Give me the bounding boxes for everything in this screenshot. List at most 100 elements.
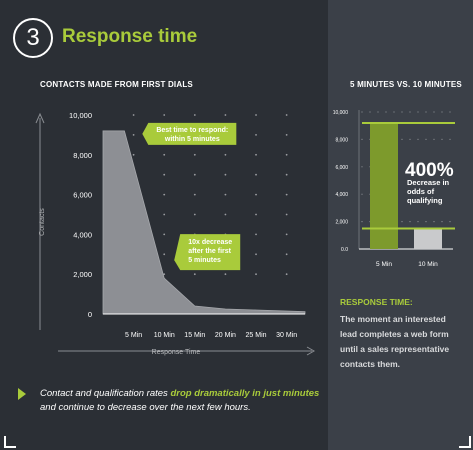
grid-dot [425,111,427,113]
grid-dot [224,173,227,176]
bar-y-tick-label: 0.0 [341,247,348,253]
response-time-heading: RESPONSE TIME: [340,297,413,307]
grid-dot [193,273,196,276]
grid-dot [441,111,443,113]
summary-highlight: drop dramatically in just minutes [170,388,320,399]
section-title: Response time [62,26,198,47]
comparison-bar-chart: 10,000 8,000 6,000 4,000 2,000 0.0 5 Min 10 Min… [333,110,455,268]
grid-dot [417,138,419,140]
bar-category-label: 10 Min [418,261,438,268]
grid-dot [163,273,166,276]
annotation-text: after the first [188,248,231,255]
right-panel [328,0,473,450]
x-axis-label: Response Time [152,349,201,356]
grid-dot [255,173,257,176]
grid-dot [361,166,363,168]
grid-dot [285,193,288,196]
grid-dot [285,233,288,236]
grid-dot [433,138,435,140]
bar-y-tick-label: 6,000 [335,165,348,171]
x-axis-arrowhead [306,346,316,356]
grid-dot [163,114,166,116]
grid-dot [285,273,288,276]
annotation-text: Best time to respond: [156,127,228,134]
play-arrow-icon [18,388,26,400]
corner-mark-bottom-left [4,436,16,448]
x-tick-label: 15 Min [184,332,205,339]
grid-dot [285,114,288,116]
grid-dot [417,221,419,223]
grid-dot [163,173,166,176]
grid-dot [377,111,379,113]
grid-dot [224,193,227,196]
grid-dot [163,153,166,156]
grid-dot [285,253,288,256]
comparison-chart-title: 5 MINUTES VS. 10 MINUTES [350,80,462,89]
grid-dot [255,153,257,156]
y-tick-label: 6,000 [73,191,92,200]
grid-dot [193,153,196,156]
y-tick-label: 10,000 [69,111,92,120]
grid-dot [361,138,363,140]
grid-dot [441,221,443,223]
grid-dot [132,134,135,136]
grid-dot [255,233,257,236]
annotation-text: 5 minutes [188,257,221,264]
x-tick-label: 20 Min [215,332,236,339]
grid-dot [193,173,196,176]
bar-y-tick-label: 4,000 [335,192,348,198]
y-axis-label: Contacts [39,208,46,236]
annotation-callout-decrease [174,234,241,271]
grid-dot [401,221,403,223]
grid-dot [132,153,135,156]
grid-dot [193,193,196,196]
grid-dot [224,114,227,116]
grid-dot [255,273,257,276]
grid-dot [425,138,427,140]
grid-dot [433,221,435,223]
contacts-area-chart: Contacts Response Time 10,000 8,000 6,000 4,0… [35,111,316,356]
annotation-percent: 400% [405,160,454,181]
grid-dot [409,221,411,223]
y-tick-label: 8,000 [73,151,92,160]
grid-dot [449,111,451,113]
summary-part-1: Contact and qualification rates [40,388,171,399]
step-number-badge: 3 [13,18,53,58]
grid-dot [449,221,451,223]
x-tick-label: 5 Min [125,332,142,339]
grid-dot [393,111,395,113]
grid-dot [369,111,371,113]
summary-text: Contact and qualification rates drop dra… [40,387,325,415]
grid-dot [193,213,196,216]
grid-dot [255,213,257,216]
grid-dot [385,111,387,113]
grid-dot [255,193,257,196]
grid-dot [361,111,363,113]
x-tick-label: 25 Min [246,332,267,339]
summary-part-2: and continue to decrease over the next f… [40,402,251,413]
y-tick-label: 4,000 [73,230,92,239]
grid-dot [441,138,443,140]
response-time-body: The moment an interested lead completes … [340,314,450,369]
grid-dot [361,193,363,195]
annotation-text: Decrease in [407,178,450,187]
x-tick-label: 30 Min [276,332,297,339]
bar-10-min [414,228,442,249]
grid-dot [224,273,227,276]
grid-dot [285,213,288,216]
grid-dot [224,213,227,216]
grid-dot [449,138,451,140]
annotation-text: odds of [407,187,435,196]
annotation-backdrop [401,154,455,204]
grid-dot [409,111,411,113]
grid-dot [361,221,363,223]
grid-dot [401,111,403,113]
grid-dot [417,111,419,113]
main-chart-title: CONTACTS MADE FROM FIRST DIALS [40,80,193,89]
annotation-text: qualifying [407,196,443,205]
y-tick-label: 0 [88,310,92,319]
grid-dot [224,153,227,156]
bar-y-tick-label: 8,000 [335,137,348,143]
grid-dot [132,114,135,116]
